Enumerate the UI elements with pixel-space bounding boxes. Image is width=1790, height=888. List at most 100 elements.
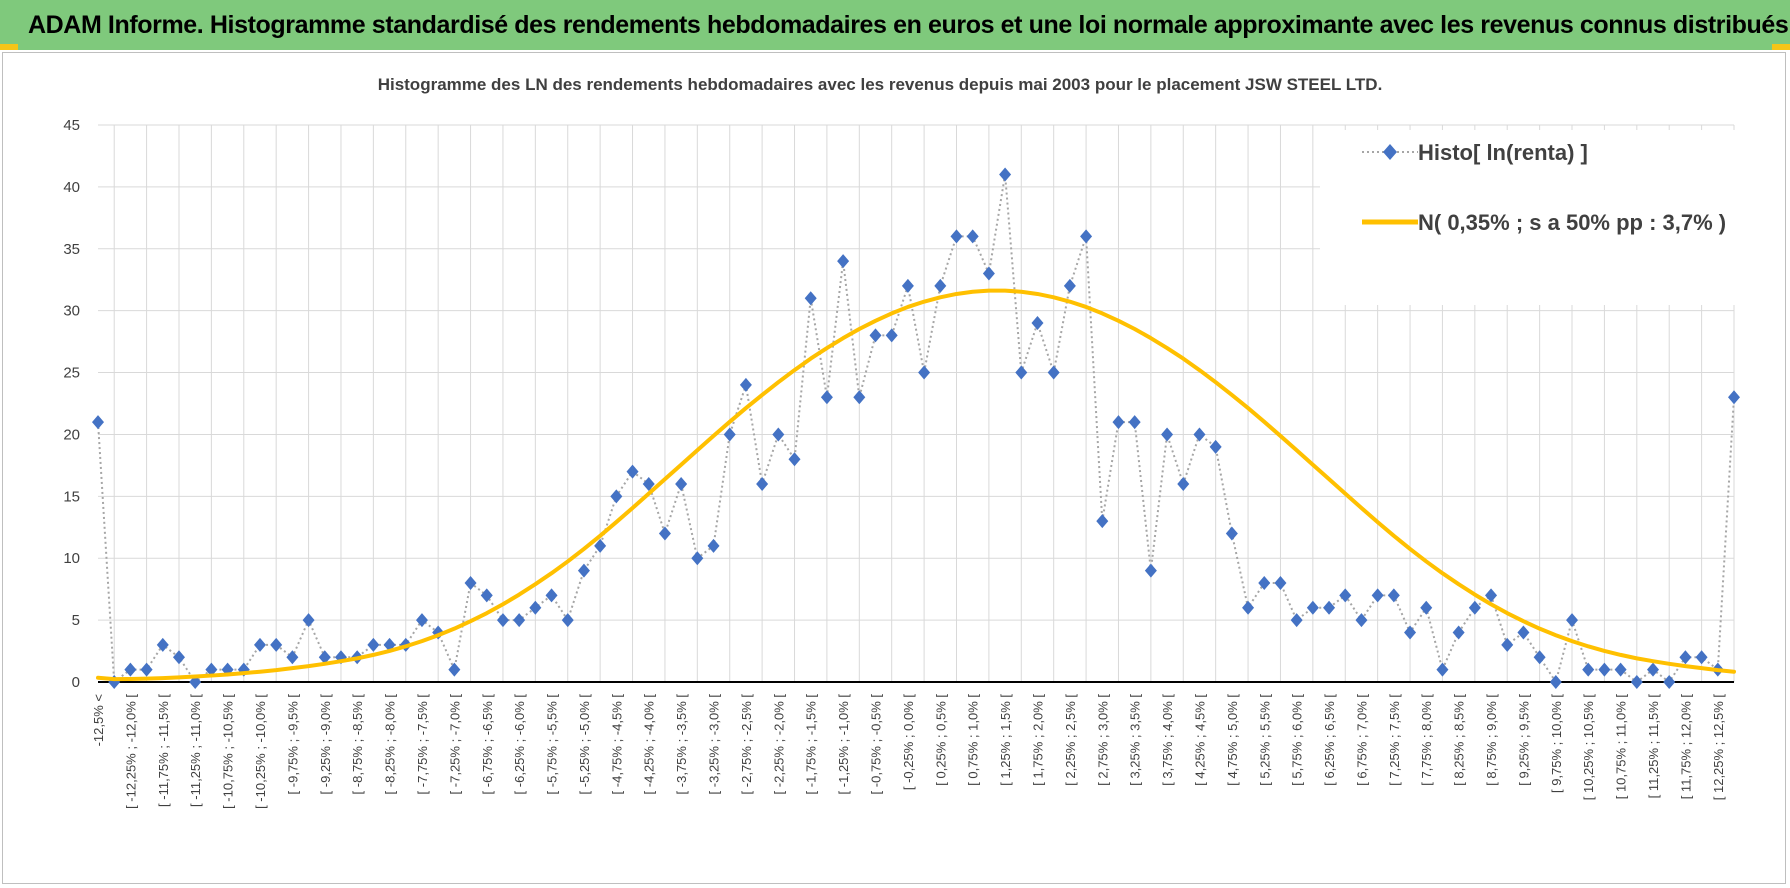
- histo-point: [1323, 600, 1336, 615]
- y-tick-label: 10: [63, 550, 80, 567]
- histo-point: [675, 476, 688, 491]
- x-tick-label: -12,5% <: [91, 694, 106, 746]
- histo-point: [739, 377, 752, 392]
- x-tick-label: [ -3,25% ; -3,0% [: [707, 694, 722, 795]
- histo-point: [286, 650, 299, 665]
- histo-point: [156, 637, 169, 652]
- histo-point: [513, 613, 526, 628]
- x-tick-label: [ -5,75% ; -5,5% [: [545, 694, 560, 795]
- y-tick-label: 35: [63, 241, 80, 258]
- histo-point: [1096, 514, 1109, 529]
- histogram-chart: Histogramme des LN des rendements hebdom…: [63, 75, 1740, 809]
- x-tick-label: [ 3,75% ; 4,0% [: [1160, 694, 1175, 786]
- normal-curve: [96, 288, 1736, 682]
- x-tick-label: [ -10,25% ; -10,0% [: [253, 694, 268, 809]
- x-tick-label: [ -0,25% ; 0,0% [: [901, 694, 916, 790]
- histo-point: [999, 167, 1012, 182]
- histo-point: [869, 328, 882, 343]
- x-tick-label: [ 9,25% ; 9,5% [: [1516, 694, 1531, 786]
- histo-point: [1728, 390, 1740, 405]
- page-title: ADAM Informe. Histogramme standardisé de…: [28, 11, 1789, 39]
- histo-point: [1485, 588, 1498, 603]
- histo-point: [772, 427, 785, 442]
- y-tick-label: 20: [63, 426, 80, 443]
- x-tick-label: [ 10,75% ; 11,0% [: [1614, 694, 1629, 800]
- x-tick-label: [ -6,75% ; -6,5% [: [480, 694, 495, 795]
- histo-point: [1128, 415, 1141, 430]
- title-banner: ADAM Informe. Histogramme standardisé de…: [0, 0, 1790, 50]
- banner-accent-right: [1772, 44, 1790, 50]
- histo-point: [1387, 588, 1400, 603]
- histo-point: [934, 278, 947, 293]
- banner-accent-left: [0, 44, 18, 50]
- histo-point: [707, 538, 720, 553]
- y-axis: 0 5 10 15 20 25 30 35 40 45: [63, 117, 80, 691]
- x-axis: -12,5% < [ -12,25% ; -12,0% [[ -11,75% ; …: [91, 681, 1734, 809]
- histo-point: [1452, 625, 1465, 640]
- histo-point: [1274, 575, 1287, 590]
- histo-point: [1080, 229, 1093, 244]
- x-tick-label: [ -9,75% ; -9,5% [: [285, 694, 300, 795]
- histo-point: [561, 613, 574, 628]
- histo-point: [804, 291, 817, 306]
- legend-label-histo: Histo[ ln(renta) ]: [1418, 140, 1588, 165]
- histo-point: [1663, 675, 1676, 689]
- histo-point: [837, 254, 850, 269]
- histo-point: [1566, 613, 1579, 628]
- x-tick-label: [ -7,25% ; -7,0% [: [447, 694, 462, 795]
- x-tick-label: [ -8,25% ; -8,0% [: [383, 694, 398, 795]
- x-tick-label: [ 11,25% ; 11,5% [: [1646, 694, 1661, 799]
- histo-point: [853, 390, 866, 405]
- x-tick-label: [ 4,25% ; 4,5% [: [1192, 694, 1207, 786]
- x-tick-label: [ 10,25% ; 10,5% [: [1581, 694, 1596, 801]
- histo-point: [1630, 675, 1643, 689]
- x-tick-label: [ 8,25% ; 8,5% [: [1452, 694, 1467, 786]
- histo-point: [529, 600, 542, 615]
- x-tick-label: [ 0,25% ; 0,5% [: [933, 694, 948, 786]
- histo-point: [577, 563, 590, 578]
- histo-point: [982, 266, 995, 281]
- histo-point: [92, 415, 104, 430]
- x-tick-label: [ 5,75% ; 6,0% [: [1290, 694, 1305, 786]
- histo-point: [415, 613, 428, 628]
- y-tick-label: 15: [63, 488, 80, 505]
- histo-point: [1533, 650, 1546, 665]
- x-tick-label: [ 2,25% ; 2,5% [: [1063, 694, 1078, 786]
- histo-point: [1420, 600, 1433, 615]
- y-tick-label: 25: [63, 365, 80, 382]
- series-normal: [96, 288, 1736, 682]
- histo-point: [1161, 427, 1174, 442]
- histo-point: [1225, 526, 1238, 541]
- histo-point: [788, 452, 801, 467]
- histo-point: [1614, 662, 1627, 677]
- x-tick-label: [ 8,75% ; 9,0% [: [1484, 694, 1499, 786]
- x-tick-label: [ 1,25% ; 1,5% [: [998, 694, 1013, 786]
- histo-point: [464, 575, 477, 590]
- histo-point: [1598, 662, 1611, 677]
- x-tick-label: [ 4,75% ; 5,0% [: [1225, 694, 1240, 786]
- histo-point: [1549, 675, 1562, 689]
- x-tick-label: [ 3,25% ; 3,5% [: [1128, 694, 1143, 786]
- chart-title: Histogramme des LN des rendements hebdom…: [378, 75, 1383, 94]
- y-tick-label: 30: [63, 303, 80, 320]
- y-tick-label: 5: [72, 612, 80, 629]
- histo-point: [448, 662, 461, 677]
- histo-point: [480, 588, 493, 603]
- histo-point: [1242, 600, 1255, 615]
- histo-point: [1582, 662, 1595, 677]
- histo-point: [610, 489, 623, 504]
- histo-point: [318, 650, 331, 665]
- histo-point: [820, 390, 833, 405]
- y-tick-label: 45: [63, 117, 80, 134]
- x-tick-label: [ -11,25% ; -11,0% [: [188, 694, 203, 807]
- x-tick-label: [ 7,25% ; 7,5% [: [1387, 694, 1402, 786]
- histo-point: [1355, 613, 1368, 628]
- histo-point: [1112, 415, 1125, 430]
- x-tick-label: [ 11,75% ; 12,0% [: [1678, 694, 1693, 800]
- histo-point: [1468, 600, 1481, 615]
- x-tick-label: [ -6,25% ; -6,0% [: [512, 694, 527, 795]
- histo-point: [205, 662, 218, 677]
- histo-point: [756, 476, 769, 491]
- histo-point: [966, 229, 979, 244]
- histo-point: [885, 328, 898, 343]
